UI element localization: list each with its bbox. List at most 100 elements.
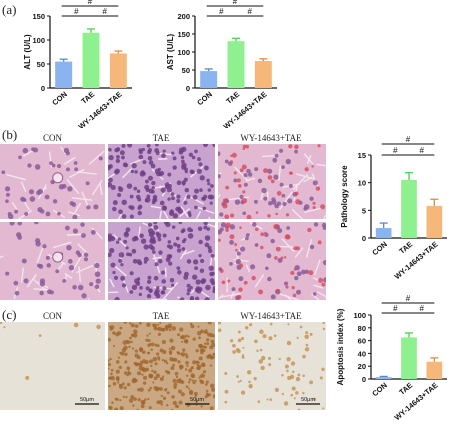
apoptotic-cell — [164, 388, 168, 392]
apoptotic-cell — [192, 360, 197, 365]
nucleus — [108, 235, 114, 240]
apoptotic-cell — [269, 322, 273, 326]
red-blood-cell — [295, 246, 300, 251]
apoptotic-cell — [119, 406, 124, 410]
alt-sig-mark-1: # — [102, 7, 107, 16]
nucleus — [323, 277, 326, 283]
apoptotic-cell — [319, 376, 323, 380]
apoptotic-cell — [126, 382, 131, 387]
sinusoid — [78, 266, 81, 282]
nucleus — [29, 196, 36, 202]
nucleus — [141, 147, 146, 152]
apoptotic-cell — [138, 322, 142, 325]
apoptotic-cell — [126, 373, 129, 377]
alt-ytick-label: 50 — [37, 60, 45, 69]
apoptotic-cell — [142, 350, 146, 354]
nucleus — [46, 289, 52, 295]
ihc-caption-wy: WY-14643+TAE — [240, 311, 302, 321]
sinusoid — [303, 153, 314, 165]
sinusoid — [88, 150, 105, 165]
apoptotic-cell — [126, 366, 131, 371]
nucleus — [171, 225, 176, 229]
apoptotic-cell — [139, 347, 143, 351]
ast-sig-mark-0: # — [219, 7, 224, 16]
apoptotic-cell — [153, 370, 157, 374]
apoptotic-cell — [297, 373, 301, 377]
nucleus — [72, 284, 77, 290]
sinusoid — [212, 253, 215, 263]
apoptotic-cell — [205, 380, 209, 384]
sinusoid — [234, 166, 248, 181]
apoptotic-cell — [128, 398, 134, 403]
nucleus — [199, 268, 205, 273]
nucleus — [309, 196, 314, 201]
nucleus — [153, 222, 158, 225]
apoptotic-cell — [290, 361, 296, 366]
nucleus — [313, 222, 319, 227]
nucleus — [170, 283, 175, 287]
apoptotic-cell — [148, 332, 151, 335]
sinusoid — [181, 249, 195, 256]
nucleus — [110, 262, 116, 268]
ast-ytick-label: 200 — [177, 12, 190, 21]
ast-ytick-label: 50 — [182, 66, 190, 75]
nucleus — [321, 222, 326, 228]
apoptotic-cell — [242, 346, 245, 349]
apoptotic-cell — [256, 349, 259, 353]
nucleus — [160, 187, 166, 193]
red-blood-cell — [312, 206, 316, 210]
apoptotic-cell — [237, 330, 241, 334]
apoptotic-cell — [150, 342, 155, 347]
apoptotic-cell — [110, 368, 114, 372]
nucleus — [131, 236, 137, 242]
apoptotic-cell — [235, 347, 240, 352]
red-blood-cell — [225, 222, 231, 228]
nucleus — [207, 245, 212, 250]
he-micrograph-wy-1 — [218, 144, 326, 219]
nucleus — [144, 179, 149, 184]
nucleus — [72, 214, 78, 219]
apoptotic-cell — [187, 381, 191, 384]
apoptotic-cell — [172, 400, 177, 406]
red-blood-cell — [307, 227, 312, 233]
path-bar-1 — [401, 179, 417, 238]
nucleus — [191, 155, 196, 160]
apoptotic-cell — [155, 373, 161, 378]
sinusoid — [311, 293, 320, 300]
apoptotic-cell — [168, 347, 171, 350]
nucleus — [296, 271, 302, 277]
nucleus — [181, 164, 187, 170]
apoptotic-cell — [237, 338, 242, 343]
apoptotic-cell — [108, 405, 113, 410]
nucleus — [44, 194, 50, 200]
apoptotic-cell — [177, 351, 181, 355]
nucleus — [115, 158, 121, 164]
red-blood-cell — [255, 211, 259, 214]
apoptotic-cell — [162, 349, 167, 355]
nucleus — [142, 160, 147, 165]
apoptotic-cell — [119, 352, 122, 355]
sinusoid — [71, 197, 93, 201]
sinusoid — [281, 238, 295, 253]
nucleus — [135, 194, 141, 200]
nucleus — [242, 211, 247, 216]
apoptotic-cell — [322, 322, 325, 324]
nucleus — [186, 288, 192, 293]
apoptotic-cell — [202, 370, 207, 374]
nucleus — [176, 199, 181, 203]
apoptotic-cell — [108, 337, 112, 342]
apoptotic-cell — [147, 339, 151, 343]
ast-ytick-label: 0 — [186, 84, 190, 93]
red-blood-cell — [275, 212, 278, 216]
nucleus — [140, 170, 145, 175]
apoptotic-cell — [210, 387, 215, 392]
nucleus — [95, 278, 101, 284]
apoptotic-cell — [247, 370, 252, 375]
nucleus — [188, 152, 194, 157]
nucleus — [176, 243, 181, 249]
apoptotic-cell — [284, 364, 289, 369]
apop-xtick-label-0: CON — [370, 381, 389, 399]
sinusoid — [113, 264, 127, 277]
apoptotic-cell — [203, 342, 207, 345]
